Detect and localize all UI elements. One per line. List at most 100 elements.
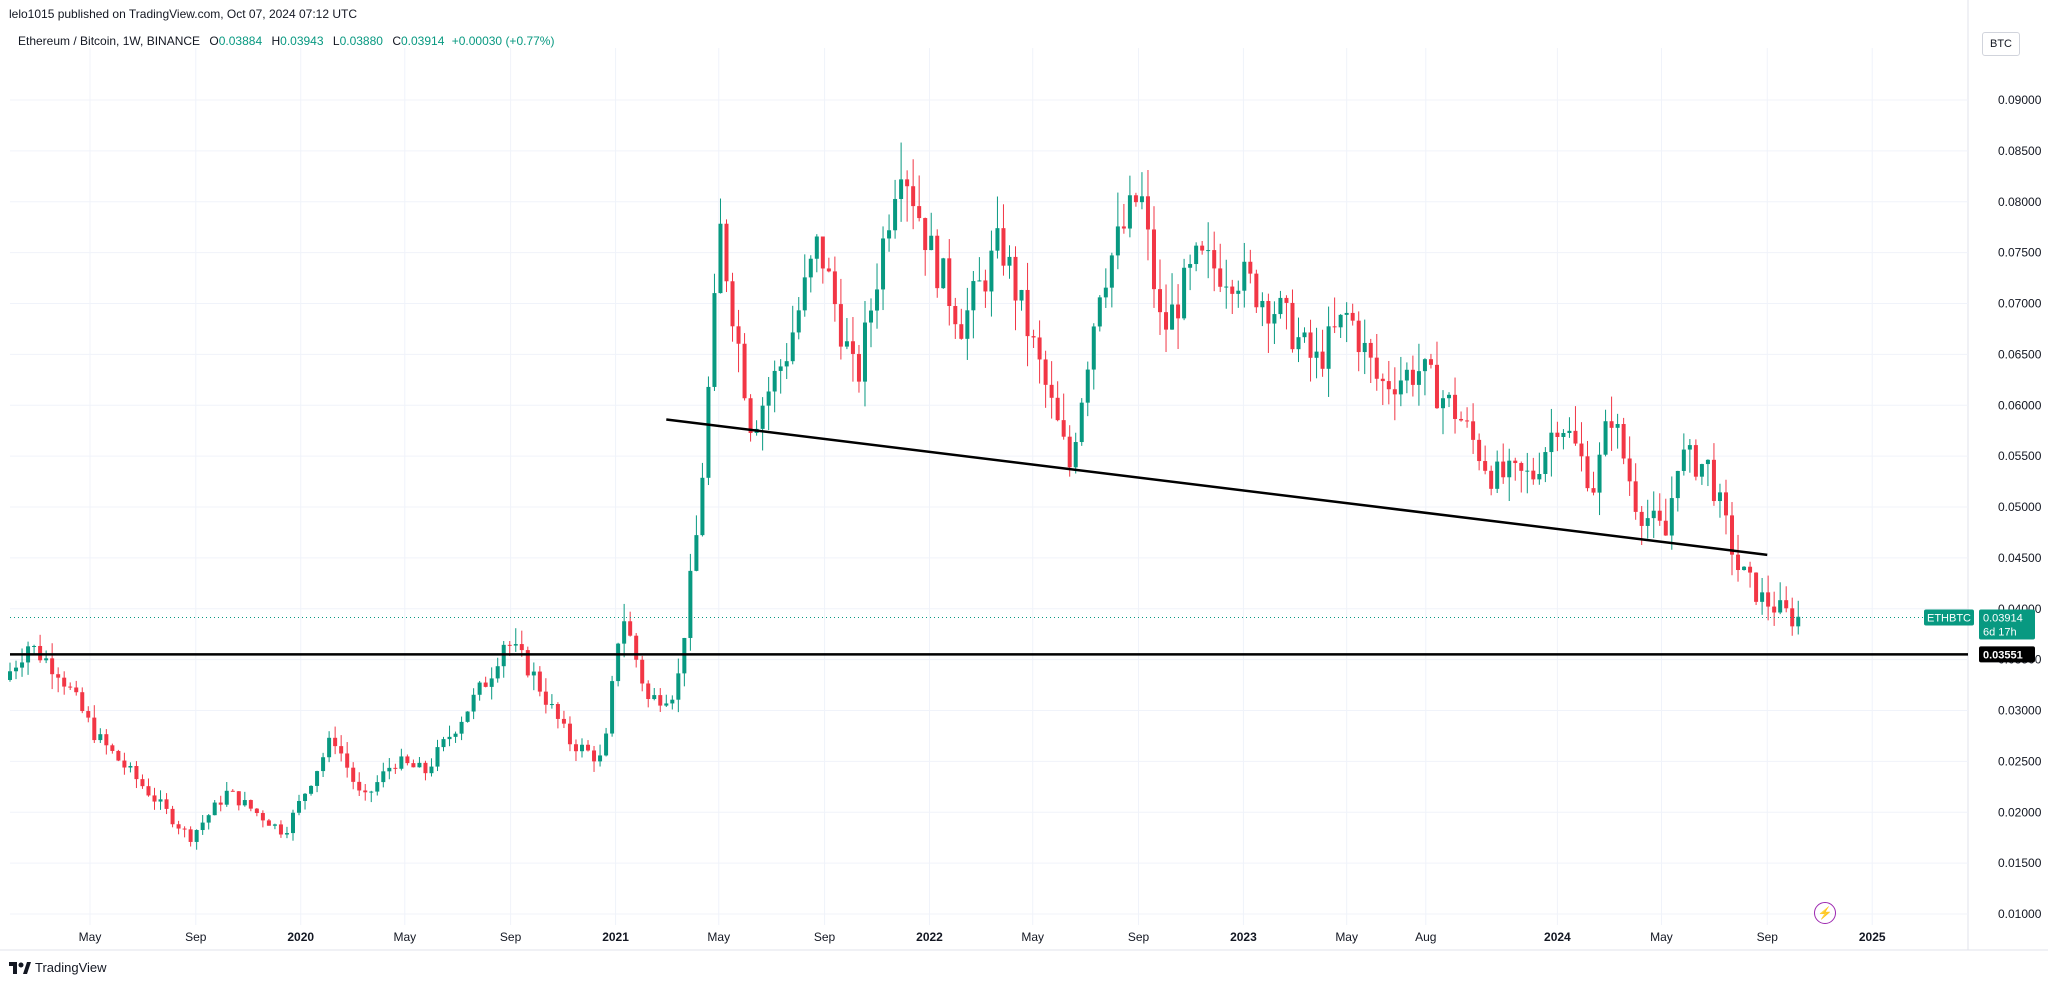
candle-body (1615, 424, 1620, 428)
candle-body (1639, 511, 1644, 526)
candle-body (531, 671, 536, 676)
candle-body (784, 361, 789, 367)
candle-body (1302, 332, 1307, 338)
tradingview-logo: TradingView (9, 960, 107, 975)
candle-body (1723, 492, 1728, 516)
candle-body (820, 236, 825, 269)
alert-bolt-icon[interactable]: ⚡ (1814, 902, 1836, 924)
candle-body (441, 739, 446, 748)
candle-body (1736, 554, 1741, 571)
candle-body (1055, 397, 1060, 421)
candle-body (345, 753, 350, 768)
candle-body (875, 289, 880, 311)
candle-body (1591, 488, 1596, 493)
candle-body (1224, 286, 1229, 288)
change-value: +0.00030 (+0.77%) (451, 34, 555, 48)
candle-body (1308, 332, 1313, 358)
candle-body (1687, 445, 1692, 450)
candle-body (1109, 255, 1114, 288)
currency-button[interactable]: BTC (1982, 32, 2020, 56)
candle-body (134, 765, 139, 780)
candle-body (1230, 286, 1235, 294)
y-tick-label: 0.08000 (1998, 195, 2042, 209)
candle-body (1356, 320, 1361, 353)
candle-body (1633, 481, 1638, 512)
candle-body (1483, 461, 1488, 471)
candle-body (152, 795, 157, 802)
candle-body (411, 763, 416, 768)
candle-body (911, 186, 916, 207)
candle-body (158, 799, 163, 802)
candle-body (935, 235, 940, 289)
x-tick-label: May (1021, 930, 1044, 944)
candle-body (1200, 245, 1205, 251)
candle-body (905, 179, 910, 187)
candle-body (923, 218, 928, 251)
candle-body (766, 391, 771, 406)
candle-body (1362, 342, 1367, 353)
candle-body (604, 733, 609, 756)
candle-body (1254, 273, 1259, 308)
candle-body (128, 765, 133, 768)
candle-body (808, 258, 813, 278)
candle-body (483, 682, 488, 687)
candle-body (1573, 430, 1578, 444)
candle-body (278, 824, 283, 835)
y-tick-label: 0.07000 (1998, 297, 2042, 311)
candle-body (1543, 452, 1548, 474)
candle-body (1567, 430, 1572, 433)
candle-body (953, 306, 958, 325)
tradingview-brand: TradingView (35, 960, 107, 975)
symbol-tag: ETHBTC (1927, 613, 1971, 625)
candle-body (1742, 566, 1747, 571)
candle-body (893, 198, 898, 231)
candle-body (1404, 369, 1409, 381)
open-value: 0.03884 (218, 34, 263, 48)
candle-body (1013, 256, 1018, 301)
candle-body (1760, 592, 1765, 602)
candle-body (652, 695, 657, 700)
candle-body (1284, 297, 1289, 303)
candle-body (1784, 600, 1789, 609)
candle-body (1025, 289, 1030, 337)
candle-body (122, 760, 127, 768)
candle-body (1447, 394, 1452, 399)
current-price-value: 0.03914 (1983, 613, 2023, 625)
candle-body (1434, 364, 1439, 409)
candle-body (706, 386, 711, 478)
candle-body (616, 643, 621, 682)
candle-body (730, 281, 735, 327)
y-tick-label: 0.09000 (1998, 93, 2042, 107)
candle-body (971, 281, 976, 311)
x-tick-label: 2024 (1544, 930, 1571, 944)
candle-body (670, 699, 675, 704)
y-tick-label: 0.01500 (1998, 856, 2042, 870)
candle-body (1049, 384, 1054, 398)
candle-body (1657, 510, 1662, 521)
candle-body (1350, 312, 1355, 321)
candle-body (315, 771, 320, 786)
candle-body (856, 353, 861, 382)
candle-body (628, 621, 633, 636)
candle-body (543, 691, 548, 705)
candle-body (1374, 357, 1379, 379)
candle-body (1236, 290, 1241, 294)
symbol-tag-bg (1924, 609, 1974, 626)
candle-body (1471, 421, 1476, 440)
candle-body (74, 687, 79, 693)
candle-body (1278, 297, 1283, 315)
candle-body (1525, 470, 1530, 472)
candle-body (1772, 606, 1777, 613)
candle-body (1266, 300, 1271, 324)
candle-body (489, 678, 494, 687)
candle-body (989, 250, 994, 292)
candle-body (899, 179, 904, 199)
candle-body (1754, 572, 1759, 602)
candle-body (38, 645, 43, 661)
candle-body (1314, 351, 1319, 358)
candle-body (586, 744, 591, 751)
candle-body (1073, 442, 1078, 468)
candle-body (1386, 381, 1391, 390)
candle-body (1778, 600, 1783, 613)
